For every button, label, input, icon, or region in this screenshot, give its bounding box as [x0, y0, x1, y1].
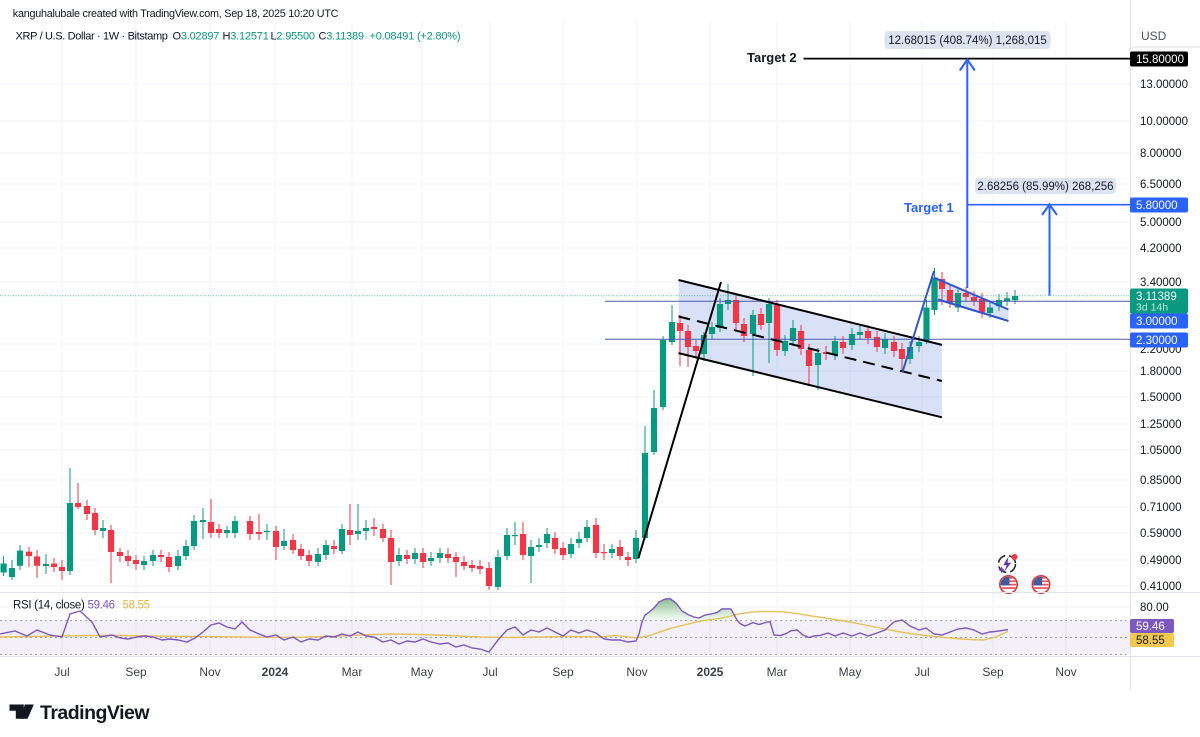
svg-text:0.59000: 0.59000: [1140, 528, 1182, 540]
svg-text:Nov: Nov: [199, 665, 220, 679]
svg-text:80.00: 80.00: [1140, 602, 1169, 614]
svg-text:Jul: Jul: [482, 665, 497, 679]
svg-text:C3.11389: C3.11389: [319, 31, 364, 43]
svg-text:12.68015 (408.74%) 1,268,015: 12.68015 (408.74%) 1,268,015: [888, 35, 1047, 47]
svg-text:10.00000: 10.00000: [1140, 116, 1188, 128]
svg-text:0.41000: 0.41000: [1140, 581, 1182, 593]
svg-text:kanguhalubale created with Tra: kanguhalubale created with TradingView.c…: [13, 8, 339, 20]
svg-text:Mar: Mar: [342, 665, 363, 679]
svg-text:Sep: Sep: [125, 665, 147, 679]
svg-text:8.00000: 8.00000: [1140, 148, 1182, 160]
svg-text:May: May: [839, 665, 862, 679]
svg-text:Nov: Nov: [1055, 665, 1076, 679]
svg-text:Target 2: Target 2: [747, 50, 797, 65]
svg-text:O3.02897: O3.02897: [173, 31, 220, 43]
svg-text:Sep: Sep: [552, 665, 574, 679]
svg-text:Sep: Sep: [982, 665, 1004, 679]
svg-text:3.40000: 3.40000: [1140, 277, 1182, 289]
svg-text:0.49000: 0.49000: [1140, 555, 1182, 567]
svg-text:0.85000: 0.85000: [1140, 475, 1182, 487]
svg-text:XRP / U.S. Dollar · 1W · Bitst: XRP / U.S. Dollar · 1W · Bitstamp: [16, 31, 168, 43]
svg-text:13.00000: 13.00000: [1140, 79, 1188, 91]
svg-text:Mar: Mar: [767, 665, 788, 679]
svg-text:Target 1: Target 1: [904, 200, 954, 215]
svg-text:3.00000: 3.00000: [1136, 316, 1178, 328]
svg-text:L2.95500: L2.95500: [271, 31, 315, 43]
svg-text:0.71000: 0.71000: [1140, 502, 1182, 514]
svg-text:3d 14h: 3d 14h: [1136, 302, 1168, 314]
svg-text:Jul: Jul: [54, 665, 69, 679]
svg-text:1.50000: 1.50000: [1140, 392, 1182, 404]
svg-text:+0.08491 (+2.80%): +0.08491 (+2.80%): [370, 31, 461, 43]
svg-text:3.11389: 3.11389: [1136, 291, 1177, 303]
svg-text:May: May: [411, 665, 434, 679]
svg-text:2024: 2024: [262, 665, 289, 679]
svg-text:TradingView: TradingView: [40, 702, 150, 724]
svg-text:5.80000: 5.80000: [1136, 200, 1178, 212]
svg-text:2.30000: 2.30000: [1136, 335, 1178, 347]
svg-text:4.20000: 4.20000: [1140, 243, 1182, 255]
svg-text:2025: 2025: [697, 665, 724, 679]
svg-text:6.50000: 6.50000: [1140, 179, 1182, 191]
svg-text:1.25000: 1.25000: [1140, 419, 1182, 431]
svg-text:5.00000: 5.00000: [1140, 217, 1182, 229]
svg-text:Jul: Jul: [914, 665, 929, 679]
svg-text:59.46: 59.46: [1136, 621, 1165, 633]
svg-text:1.05000: 1.05000: [1140, 445, 1182, 457]
svg-text:1.80000: 1.80000: [1140, 366, 1182, 378]
svg-text:H3.12571: H3.12571: [223, 31, 269, 43]
svg-text:58.55: 58.55: [1136, 635, 1165, 647]
svg-text:15.80000: 15.80000: [1136, 54, 1184, 66]
svg-text:USD: USD: [1141, 29, 1167, 43]
svg-text:2.68256 (85.99%) 268,256: 2.68256 (85.99%) 268,256: [977, 181, 1113, 193]
svg-text:Nov: Nov: [626, 665, 647, 679]
